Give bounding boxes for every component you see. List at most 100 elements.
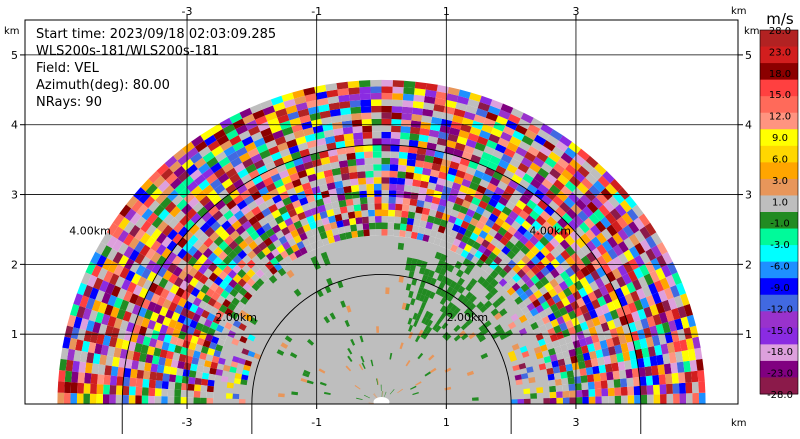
range-gate <box>436 177 446 186</box>
range-gate <box>331 167 341 176</box>
range-gate <box>320 156 331 165</box>
range-gate <box>389 164 399 172</box>
range-gate <box>112 226 124 240</box>
range-gate <box>481 279 490 289</box>
range-gate <box>556 397 563 404</box>
range-gate <box>311 227 320 236</box>
range-gate <box>505 240 515 251</box>
range-gate <box>609 309 619 320</box>
range-gate <box>565 319 574 329</box>
range-gate <box>562 397 570 404</box>
range-gate <box>238 240 249 250</box>
range-gate <box>85 297 96 310</box>
range-gate <box>564 180 577 193</box>
range-gate <box>276 244 286 254</box>
range-gate <box>259 273 269 283</box>
range-gate <box>567 310 577 320</box>
range-gate <box>637 308 647 320</box>
range-gate <box>87 274 98 288</box>
range-gate <box>489 176 501 187</box>
range-gate <box>432 110 444 119</box>
range-gate <box>453 108 466 118</box>
range-gate <box>77 372 85 384</box>
range-gate <box>576 353 585 363</box>
range-gate <box>698 392 706 404</box>
range-gate <box>204 303 214 313</box>
range-gate <box>97 302 108 314</box>
range-gate <box>309 112 321 121</box>
colorbar-swatch <box>760 63 798 81</box>
range-gate <box>100 232 113 246</box>
range-gate <box>548 379 556 387</box>
range-gate <box>603 311 613 322</box>
range-gate <box>351 119 363 127</box>
range-gate <box>685 338 695 350</box>
range-gate <box>535 250 546 261</box>
range-gate <box>197 162 211 175</box>
range-gate <box>164 358 173 367</box>
range-gate <box>412 107 423 116</box>
range-gate <box>677 305 687 319</box>
range-gate <box>422 295 429 304</box>
range-gate <box>463 229 473 238</box>
range-gate <box>429 291 436 300</box>
range-gate <box>439 289 447 298</box>
range-gate <box>235 225 246 236</box>
range-gate <box>456 269 464 278</box>
range-gate <box>416 232 424 241</box>
range-gate <box>274 136 287 146</box>
range-gate <box>588 213 600 225</box>
range-gate <box>428 354 435 361</box>
range-gate <box>181 290 191 301</box>
range-gate <box>416 199 425 208</box>
range-gate <box>549 278 559 288</box>
range-gate <box>644 366 653 377</box>
range-gate <box>645 336 655 348</box>
colorbar-label: 18.0 <box>769 69 791 80</box>
range-gate <box>288 252 298 262</box>
range-gate <box>287 208 298 218</box>
range-gate <box>159 324 169 334</box>
range-gate <box>346 305 352 313</box>
colorbar-label: -12.0 <box>767 304 793 315</box>
range-gate <box>362 125 372 133</box>
colorbar-swatch <box>760 112 798 130</box>
range-gate <box>645 375 654 386</box>
range-gate <box>573 369 581 377</box>
range-gate <box>109 375 118 386</box>
range-gate <box>474 142 486 152</box>
range-gate <box>233 378 242 385</box>
range-gate <box>255 180 266 191</box>
range-gate <box>623 237 635 250</box>
range-gate <box>135 378 143 388</box>
range-gate <box>452 203 462 212</box>
range-gate <box>549 397 557 404</box>
range-gate <box>620 386 628 396</box>
range-gate <box>653 394 661 404</box>
range-gate <box>96 333 105 345</box>
range-gate <box>538 363 547 371</box>
range-gate <box>190 287 201 298</box>
range-gate <box>341 120 353 128</box>
range-gate <box>221 327 230 336</box>
range-gate <box>244 210 255 221</box>
range-gate <box>613 317 622 328</box>
range-gate <box>196 337 205 346</box>
range-gate <box>201 294 212 304</box>
range-gate <box>91 363 100 375</box>
range-gate <box>475 258 485 268</box>
range-gate <box>315 198 325 207</box>
range-gate <box>345 146 356 154</box>
range-gate <box>537 128 550 141</box>
range-gate <box>151 355 160 365</box>
range-gate <box>680 316 690 329</box>
range-gate <box>600 303 610 315</box>
range-gate <box>138 287 149 299</box>
range-gate <box>678 372 686 384</box>
range-gate <box>203 318 213 328</box>
x-tick-label-top: -1 <box>311 5 322 18</box>
range-gate <box>420 301 427 310</box>
range-gate <box>197 358 206 367</box>
range-gate <box>246 268 256 278</box>
range-gate <box>87 342 97 354</box>
